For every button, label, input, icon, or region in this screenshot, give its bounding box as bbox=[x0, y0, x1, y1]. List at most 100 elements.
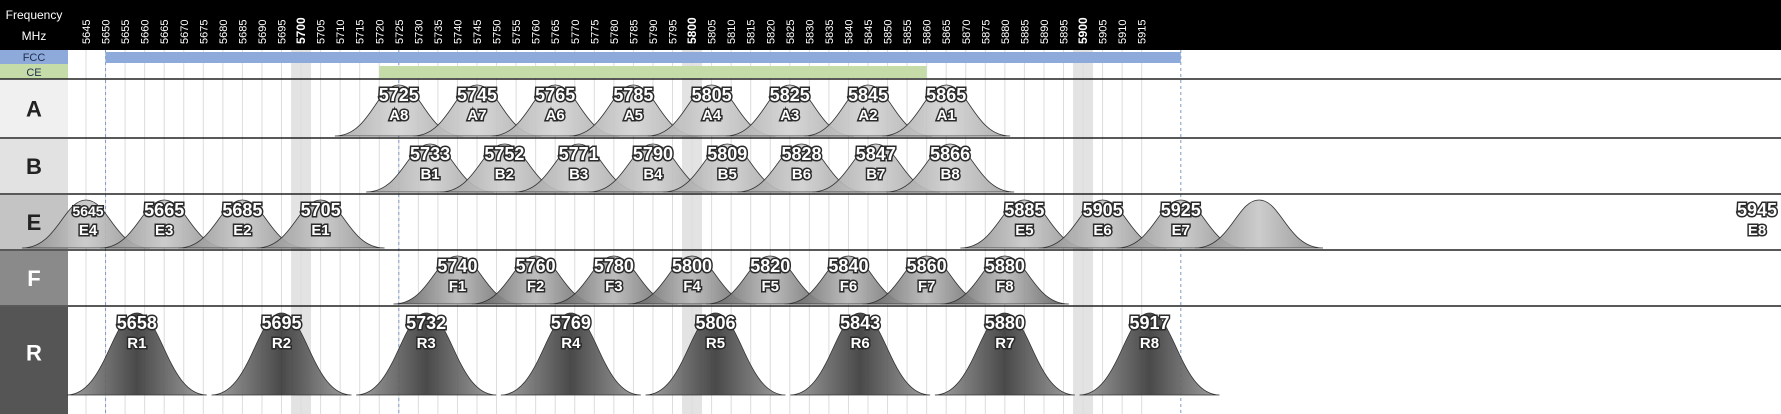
channel-frequency: 5752 bbox=[484, 144, 524, 164]
frequency-tick-label: 5885 bbox=[1019, 20, 1031, 44]
frequency-tick-label: 5655 bbox=[120, 20, 132, 44]
channel-code: R5 bbox=[706, 335, 725, 352]
channel-code: F1 bbox=[449, 278, 467, 295]
channel-code: E4 bbox=[79, 222, 98, 239]
channel-frequency: 5760 bbox=[516, 256, 556, 276]
frequency-tick-label: 5895 bbox=[1059, 20, 1071, 44]
band-row-b: B 5733 B1 5752 B2 5771 B3 5790 B4 5809 B5 5828 B6 584… bbox=[0, 137, 1781, 193]
band-label: R bbox=[26, 341, 42, 366]
region-label: CE bbox=[26, 67, 41, 79]
frequency-tick-label: 5675 bbox=[198, 20, 210, 44]
channel-code: R7 bbox=[995, 335, 1014, 352]
channel-frequency: 5665 bbox=[144, 200, 184, 220]
band-row-a: A 5725 A8 5745 A7 5765 A6 5785 A5 5805 A4 5825 A3 584… bbox=[0, 78, 1781, 137]
channel-code: A5 bbox=[624, 107, 643, 124]
frequency-tick-label: 5870 bbox=[961, 20, 973, 44]
frequency-tick-label: 5750 bbox=[492, 20, 504, 44]
regulatory-rows: FCC CE bbox=[0, 50, 1181, 79]
channel-code: A4 bbox=[702, 107, 722, 124]
channel-frequency: 5695 bbox=[261, 313, 301, 333]
channel-bell bbox=[934, 312, 1075, 396]
channel-frequency: 5769 bbox=[551, 313, 591, 333]
channel-code: A2 bbox=[858, 107, 877, 124]
frequency-tick-label: 5645 bbox=[81, 20, 93, 44]
frequency-tick-label: 5820 bbox=[765, 20, 777, 44]
frequency-tick-label: 5845 bbox=[863, 20, 875, 44]
channel-frequency: 5771 bbox=[559, 144, 599, 164]
channel-code: A7 bbox=[467, 107, 486, 124]
channel-bell bbox=[886, 143, 1015, 193]
channel-code: B1 bbox=[420, 166, 439, 183]
channel-code: F5 bbox=[761, 278, 779, 295]
channel-code: B7 bbox=[866, 166, 885, 183]
channel-frequency: 5845 bbox=[848, 85, 888, 105]
channel-frequency: 5645 bbox=[72, 203, 103, 219]
frequency-tick-label: 5905 bbox=[1098, 20, 1110, 44]
channel-code: R4 bbox=[561, 335, 581, 352]
channel-frequency: 5790 bbox=[633, 144, 673, 164]
frequency-tick-label: 5770 bbox=[570, 20, 582, 44]
band-label: F bbox=[27, 266, 40, 291]
channel-frequency: 5780 bbox=[594, 256, 634, 276]
channel-frequency: 5840 bbox=[828, 256, 868, 276]
channel-frequency: 5809 bbox=[707, 144, 747, 164]
frequency-tick-label: 5775 bbox=[589, 20, 601, 44]
channel-frequency: 5828 bbox=[782, 144, 822, 164]
frequency-tick-label: 5760 bbox=[531, 20, 543, 44]
channel-code: A6 bbox=[546, 107, 565, 124]
frequency-tick-label: 5800 bbox=[685, 17, 699, 44]
frequency-tick-label: 5680 bbox=[218, 20, 230, 44]
frequency-tick-label: 5790 bbox=[648, 20, 660, 44]
unit-label: MHz bbox=[22, 29, 47, 43]
frequency-tick-label: 5685 bbox=[237, 20, 249, 44]
channel-frequency: 5825 bbox=[770, 85, 810, 105]
band-row-f: F 5740 F1 5760 F2 5780 F3 5800 F4 5820 F5 5840 F6 586… bbox=[0, 249, 1781, 305]
channel-code: R8 bbox=[1140, 335, 1159, 352]
frequency-tick-label: 5910 bbox=[1117, 20, 1129, 44]
frequency-tick-label: 5780 bbox=[609, 20, 621, 44]
frequency-tick-label: 5810 bbox=[726, 20, 738, 44]
frequency-tick-label: 5785 bbox=[628, 20, 640, 44]
channel-code: E5 bbox=[1015, 222, 1033, 239]
frequency-tick-label: 5835 bbox=[824, 20, 836, 44]
frequency-tick-label: 5850 bbox=[883, 20, 895, 44]
channel-code: E3 bbox=[155, 222, 173, 239]
channel-code: E8 bbox=[1748, 222, 1766, 239]
region-label-cell bbox=[0, 50, 68, 64]
channel-code: B3 bbox=[569, 166, 588, 183]
channel-bell bbox=[1194, 199, 1324, 249]
channel-frequency: 5866 bbox=[930, 144, 970, 164]
band-rows: A 5725 A8 5745 A7 5765 A6 5785 A5 5805 A4 5825 A3 584… bbox=[0, 78, 1781, 414]
frequency-tick-label: 5650 bbox=[101, 20, 113, 44]
channel-code: R6 bbox=[851, 335, 870, 352]
band-label: A bbox=[26, 97, 42, 122]
channel-frequency: 5732 bbox=[406, 313, 446, 333]
channel-frequency: 5925 bbox=[1161, 200, 1201, 220]
frequency-tick-label: 5875 bbox=[980, 20, 992, 44]
channel-frequency: 5733 bbox=[410, 144, 450, 164]
frequency-tick-label: 5865 bbox=[941, 20, 953, 44]
channel-code: B2 bbox=[495, 166, 514, 183]
frequency-tick-label: 5825 bbox=[785, 20, 797, 44]
frequency-tick-label: 5855 bbox=[902, 20, 914, 44]
band-label-cell bbox=[0, 139, 68, 193]
channel-code: A1 bbox=[937, 107, 956, 124]
band-label: E bbox=[27, 210, 42, 235]
channel-frequency: 5820 bbox=[750, 256, 790, 276]
channel-frequency: 5880 bbox=[985, 313, 1025, 333]
channel-code: R2 bbox=[272, 335, 291, 352]
frequency-tick-label: 5670 bbox=[179, 20, 191, 44]
frequency-label: Frequency bbox=[6, 8, 63, 22]
band-label-cell bbox=[0, 80, 68, 137]
channel-code: E6 bbox=[1093, 222, 1111, 239]
frequency-tick-label: 5805 bbox=[707, 20, 719, 44]
channel-bell bbox=[882, 84, 1011, 137]
channel-frequency: 5800 bbox=[672, 256, 712, 276]
channel-code: F3 bbox=[605, 278, 623, 295]
frequency-tick-label: 5710 bbox=[335, 20, 347, 44]
frequency-tick-label: 5915 bbox=[1137, 20, 1149, 44]
channel-bell bbox=[211, 312, 352, 396]
channel-bell bbox=[66, 312, 207, 396]
channel-frequency: 5806 bbox=[695, 313, 735, 333]
region-span-bar bbox=[105, 52, 1181, 63]
